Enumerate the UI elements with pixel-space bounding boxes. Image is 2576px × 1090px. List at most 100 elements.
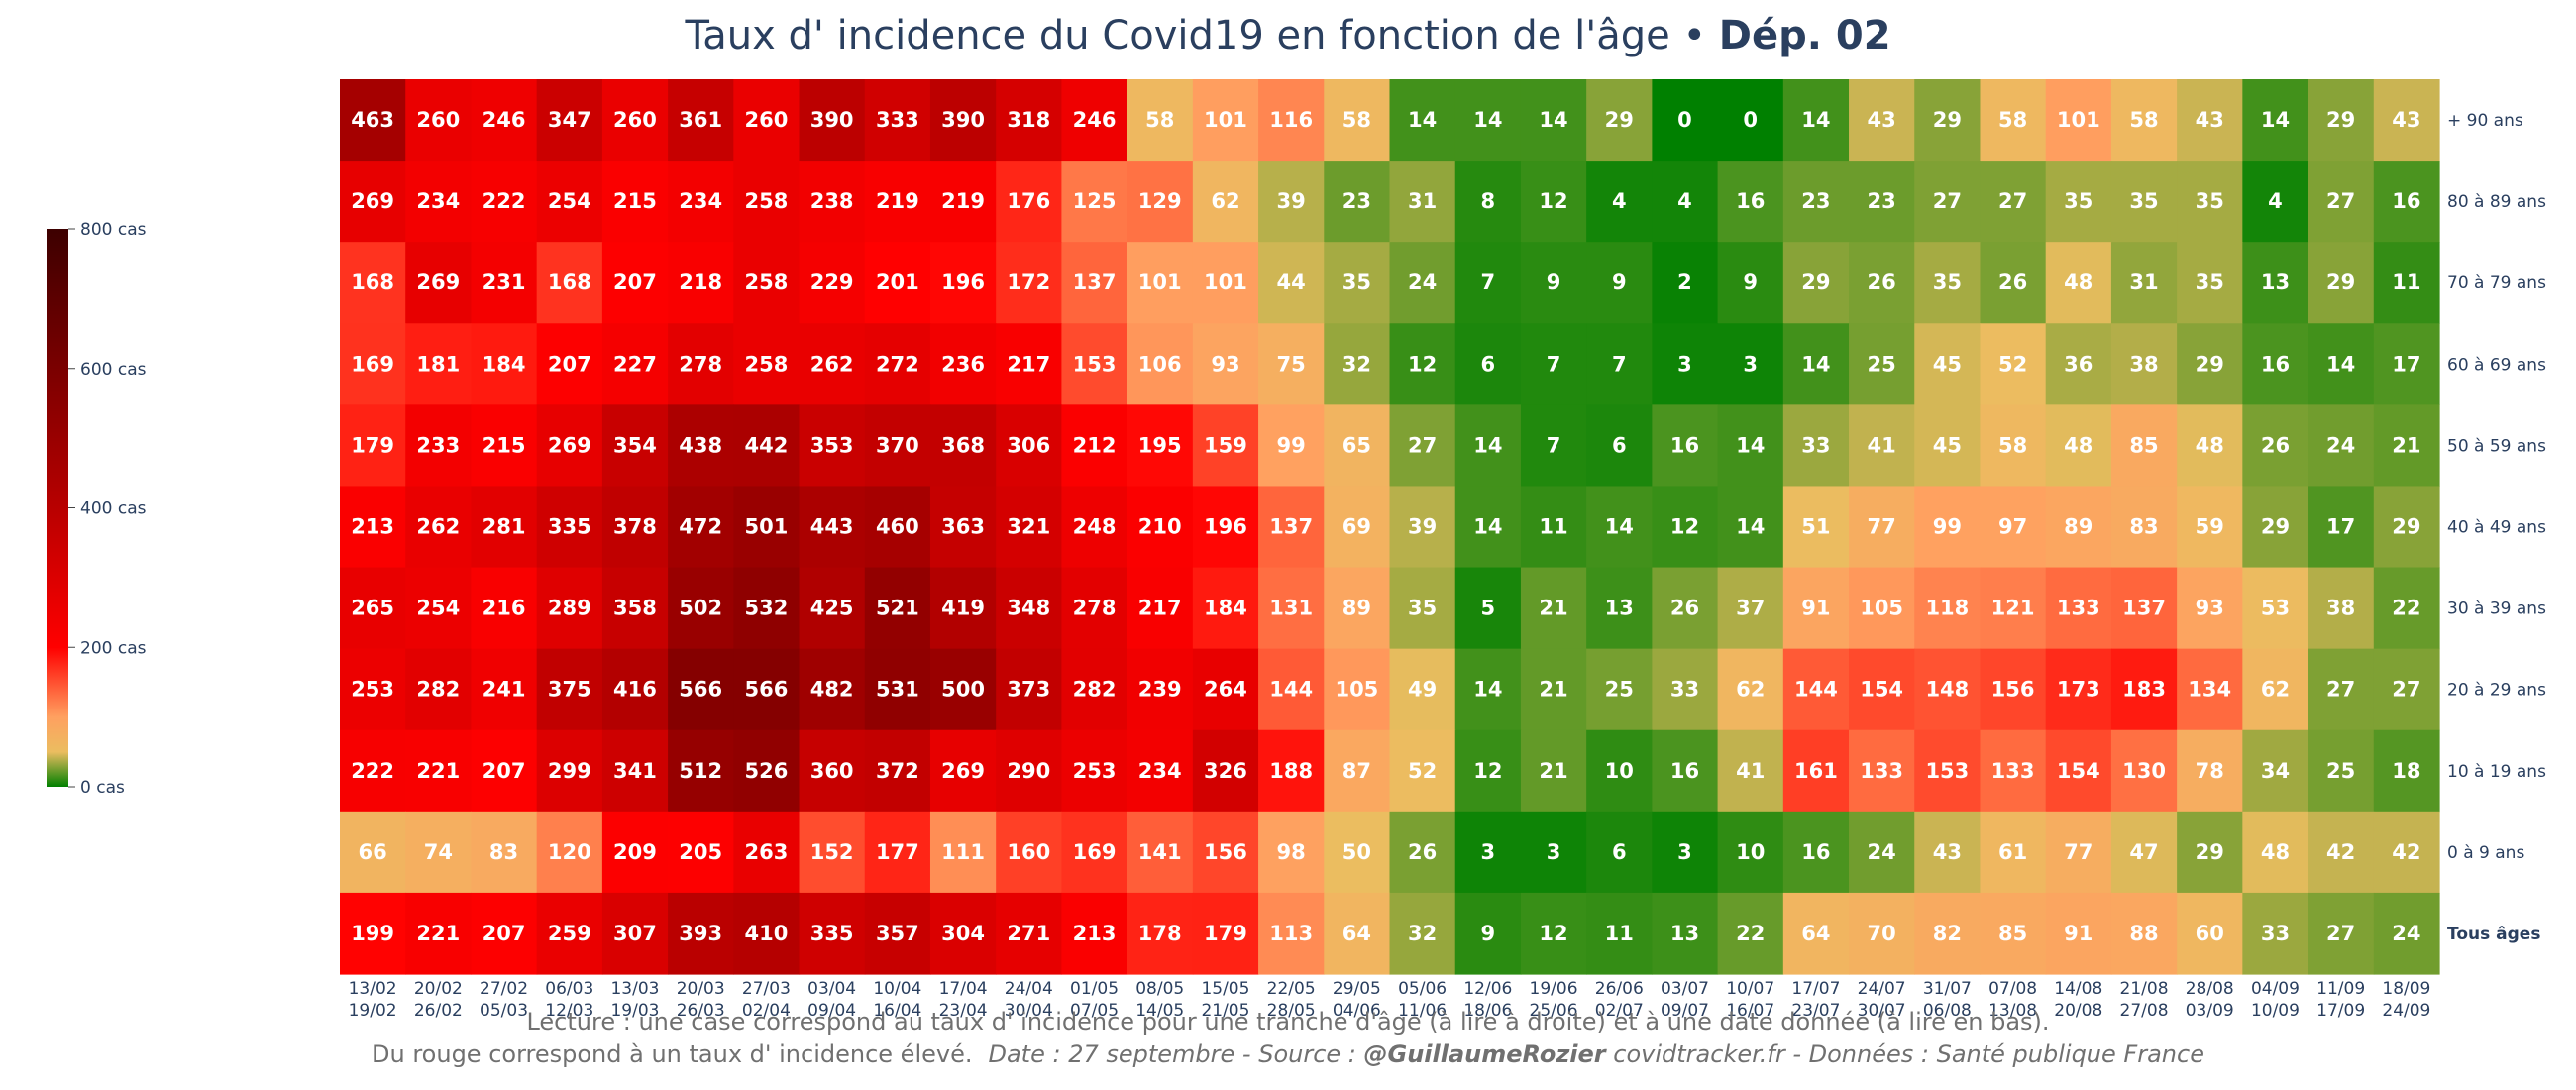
heatmap-cell — [1586, 161, 1653, 243]
heatmap-cell — [1061, 404, 1128, 488]
heatmap-cell — [1914, 729, 1982, 813]
heatmap-cell — [1127, 79, 1194, 162]
cell-value: 21 — [1539, 678, 1567, 702]
cell-value: 233 — [416, 433, 460, 457]
heatmap-cell — [799, 567, 866, 650]
cell-value: 183 — [2122, 678, 2166, 702]
heatmap-cell — [536, 323, 603, 405]
cell-value: 26 — [2261, 433, 2290, 457]
heatmap-cell — [2045, 79, 2112, 162]
colorbar-tick-label: 400 cas — [80, 499, 147, 519]
heatmap-cell — [2308, 323, 2375, 405]
cell-value: 133 — [1991, 759, 2035, 783]
cell-value: 27 — [2326, 922, 2355, 945]
heatmap-cell — [1520, 811, 1587, 894]
heatmap-cell — [929, 729, 997, 813]
date-label-end: 07/05 — [1070, 1001, 1119, 1021]
heatmap-cell — [996, 323, 1063, 405]
heatmap-cell — [1652, 323, 1719, 405]
cell-value: 246 — [1073, 108, 1117, 132]
cell-value: 111 — [941, 840, 985, 864]
cell-value: 229 — [810, 271, 854, 294]
heatmap-cell — [2242, 242, 2309, 324]
heatmap-cell — [996, 892, 1063, 975]
cell-value: 347 — [548, 108, 591, 132]
cell-value: 160 — [1007, 840, 1050, 864]
heatmap-cell — [2177, 567, 2243, 650]
cell-value: 168 — [548, 271, 591, 294]
heatmap-cell — [2110, 242, 2178, 324]
cell-value: 35 — [2196, 271, 2224, 294]
cell-value: 3 — [1481, 840, 1496, 864]
cell-value: 205 — [679, 840, 722, 864]
date-label-end: 30/07 — [1858, 1001, 1906, 1021]
heatmap-cell — [471, 892, 538, 975]
cell-value: 159 — [1204, 433, 1247, 457]
heatmap-cell — [2242, 892, 2309, 975]
heatmap-cell — [1520, 323, 1587, 405]
cell-value: 62 — [1736, 678, 1765, 702]
cell-value: 253 — [351, 678, 394, 702]
heatmap-cell — [1849, 486, 1915, 569]
heatmap-cell — [668, 567, 734, 650]
heatmap-cell — [1127, 323, 1194, 405]
cell-value: 259 — [548, 922, 591, 945]
heatmap-cell — [799, 161, 866, 243]
cell-value: 18 — [2392, 759, 2420, 783]
cell-value: 88 — [2129, 922, 2158, 945]
heatmap-cell — [1849, 648, 1915, 731]
heatmap-cell — [340, 79, 406, 162]
cell-value: 215 — [613, 189, 657, 213]
heatmap-cell — [471, 567, 538, 650]
heatmap-cell — [1717, 648, 1784, 731]
heatmap-cell — [1127, 404, 1194, 488]
cell-value: 9 — [1481, 922, 1496, 945]
cell-value: 43 — [1933, 840, 1962, 864]
heatmap-cell — [1127, 567, 1194, 650]
heatmap-cell — [471, 242, 538, 324]
heatmap-cell — [1454, 811, 1522, 894]
date-label-start: 07/08 — [1988, 979, 2037, 999]
heatmap-cell — [471, 161, 538, 243]
cell-value: 253 — [1073, 759, 1117, 783]
heatmap-cell — [2177, 323, 2243, 405]
cell-value: 58 — [1998, 108, 2027, 132]
cell-value: 153 — [1073, 352, 1117, 376]
cell-value: 125 — [1073, 189, 1117, 213]
heatmap-cell — [864, 892, 931, 975]
cell-value: 17 — [2326, 515, 2355, 539]
date-label-start: 27/03 — [742, 979, 791, 999]
row-label: Tous âges — [2447, 925, 2540, 944]
cell-value: 32 — [1408, 922, 1437, 945]
cell-value: 137 — [1073, 271, 1117, 294]
heatmap-cell — [405, 323, 473, 405]
heatmap-cell — [536, 161, 603, 243]
cell-value: 37 — [1736, 597, 1765, 620]
cell-value: 234 — [416, 189, 460, 213]
heatmap-cell — [799, 242, 866, 324]
cell-value: 218 — [679, 271, 722, 294]
cell-value: 213 — [351, 515, 394, 539]
cell-value: 129 — [1138, 189, 1182, 213]
heatmap-cell — [405, 161, 473, 243]
cell-value: 213 — [1073, 922, 1117, 945]
heatmap-cell — [1520, 161, 1587, 243]
heatmap-cell — [2242, 323, 2309, 405]
cell-value: 221 — [416, 922, 460, 945]
heatmap-cell — [1192, 242, 1259, 324]
cell-value: 341 — [613, 759, 657, 783]
heatmap-cell — [799, 486, 866, 569]
heatmap-cell — [1127, 161, 1194, 243]
cell-value: 27 — [1933, 189, 1962, 213]
cell-value: 61 — [1998, 840, 2027, 864]
cell-value: 207 — [483, 759, 526, 783]
heatmap-cell — [1782, 79, 1850, 162]
cell-value: 47 — [2129, 840, 2158, 864]
cell-value: 14 — [2261, 108, 2290, 132]
heatmap-cell — [405, 404, 473, 488]
cell-value: 77 — [1868, 515, 1896, 539]
date-label-start: 29/05 — [1333, 979, 1381, 999]
heatmap-cell — [1782, 567, 1850, 650]
cell-value: 62 — [1211, 189, 1239, 213]
cell-value: 21 — [2392, 433, 2420, 457]
